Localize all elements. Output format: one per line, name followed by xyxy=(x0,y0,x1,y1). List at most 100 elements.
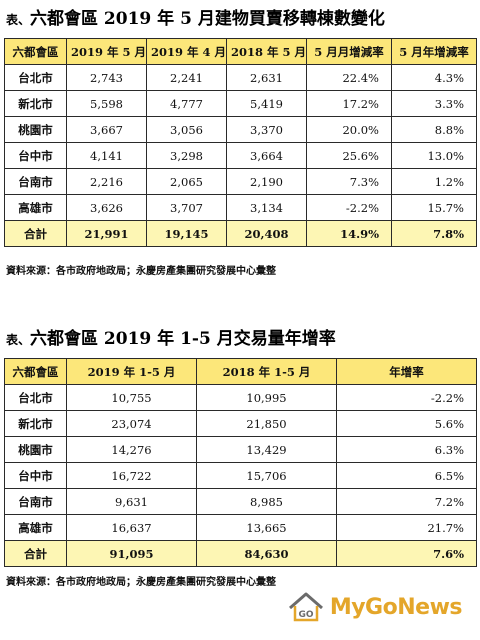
value-cell: 10,755 xyxy=(66,384,197,411)
value-cell: 15,706 xyxy=(196,462,337,489)
value-cell: 3,664 xyxy=(226,142,307,169)
rate-cell: 3.3% xyxy=(391,90,477,117)
monthly-transfer-table: 六都會區 2019 年 5 月 2019 年 4 月 2018 年 5 月 5 … xyxy=(4,38,477,247)
rate-cell: 7.2% xyxy=(336,488,477,515)
rate-cell: 13.0% xyxy=(391,142,477,169)
rate-cell: 1.2% xyxy=(391,168,477,195)
region-cell: 台中市 xyxy=(4,142,67,169)
rate-cell: -2.2% xyxy=(336,384,477,411)
ytd-volume-table: 六都會區 2019 年 1-5 月 2018 年 1-5 月 年增率 台北市 1… xyxy=(4,358,477,567)
rate-cell: 17.2% xyxy=(306,90,392,117)
rate-cell: -2.2% xyxy=(306,194,392,221)
rate-cell: 5.6% xyxy=(336,410,477,437)
total-row: 合計 91,095 84,630 7.6% xyxy=(4,540,477,567)
table-row: 台北市 2,743 2,241 2,631 22.4% 4.3% xyxy=(4,64,477,91)
rate-cell: 6.5% xyxy=(336,462,477,489)
value-cell: 5,598 xyxy=(66,90,147,117)
total-label-cell: 合計 xyxy=(4,220,67,247)
table2-title-prefix: 表、 xyxy=(6,333,31,347)
value-cell: 3,667 xyxy=(66,116,147,143)
total-value-cell: 20,408 xyxy=(226,220,307,247)
header-cell: 六都會區 xyxy=(4,358,67,385)
header-cell: 2018 年 5 月 xyxy=(226,38,307,65)
total-label-cell: 合計 xyxy=(4,540,67,567)
total-value-cell: 91,095 xyxy=(66,540,197,567)
header-cell: 2019 年 4 月 xyxy=(146,38,227,65)
value-cell: 2,631 xyxy=(226,64,307,91)
total-value-cell: 21,991 xyxy=(66,220,147,247)
region-cell: 台南市 xyxy=(4,488,67,515)
rate-cell: 22.4% xyxy=(306,64,392,91)
value-cell: 3,370 xyxy=(226,116,307,143)
total-value-cell: 19,145 xyxy=(146,220,227,247)
table1-title-prefix: 表、 xyxy=(6,13,31,27)
region-cell: 桃園市 xyxy=(4,436,67,463)
table2-title-text: 六都會區 2019 年 1-5 月交易量年增率 xyxy=(30,329,336,349)
value-cell: 16,637 xyxy=(66,514,197,541)
value-cell: 21,850 xyxy=(196,410,337,437)
table-row: 台北市 10,755 10,995 -2.2% xyxy=(4,384,477,411)
region-cell: 台北市 xyxy=(4,384,67,411)
value-cell: 3,626 xyxy=(66,194,147,221)
table-row: 台南市 2,216 2,065 2,190 7.3% 1.2% xyxy=(4,168,477,195)
mygonews-logo: GO MyGoNews xyxy=(286,590,463,624)
value-cell: 8,985 xyxy=(196,488,337,515)
rate-cell: 4.3% xyxy=(391,64,477,91)
total-rate-cell: 14.9% xyxy=(306,220,392,247)
logo-mark-label: GO xyxy=(298,610,313,620)
value-cell: 16,722 xyxy=(66,462,197,489)
table-row: 新北市 5,598 4,777 5,419 17.2% 3.3% xyxy=(4,90,477,117)
value-cell: 2,241 xyxy=(146,64,227,91)
rate-cell: 6.3% xyxy=(336,436,477,463)
region-cell: 台南市 xyxy=(4,168,67,195)
table-row: 高雄市 16,637 13,665 21.7% xyxy=(4,514,477,541)
value-cell: 2,743 xyxy=(66,64,147,91)
rate-cell: 21.7% xyxy=(336,514,477,541)
value-cell: 13,429 xyxy=(196,436,337,463)
header-cell: 5 月年增減率 xyxy=(391,38,477,65)
header-cell: 5 月月增減率 xyxy=(306,38,392,65)
table-row: 新北市 23,074 21,850 5.6% xyxy=(4,410,477,437)
table2-source-note: 資料來源：各市政府地政局；永慶房產集團研究發展中心彙整 xyxy=(6,577,276,588)
logo-text: MyGoNews xyxy=(329,594,463,620)
house-logo-icon: GO xyxy=(288,592,323,622)
table-row: 台中市 16,722 15,706 6.5% xyxy=(4,462,477,489)
value-cell: 2,065 xyxy=(146,168,227,195)
table-row: 高雄市 3,626 3,707 3,134 -2.2% 15.7% xyxy=(4,194,477,221)
value-cell: 23,074 xyxy=(66,410,197,437)
region-cell: 新北市 xyxy=(4,90,67,117)
header-cell: 2019 年 1-5 月 xyxy=(66,358,197,385)
rate-cell: 7.3% xyxy=(306,168,392,195)
value-cell: 3,707 xyxy=(146,194,227,221)
rate-cell: 20.0% xyxy=(306,116,392,143)
header-cell: 2018 年 1-5 月 xyxy=(196,358,337,385)
value-cell: 14,276 xyxy=(66,436,197,463)
value-cell: 13,665 xyxy=(196,514,337,541)
table-row: 台中市 4,141 3,298 3,664 25.6% 13.0% xyxy=(4,142,477,169)
header-cell: 年增率 xyxy=(336,358,477,385)
table-row: 桃園市 14,276 13,429 6.3% xyxy=(4,436,477,463)
table-header-row: 六都會區 2019 年 5 月 2019 年 4 月 2018 年 5 月 5 … xyxy=(4,38,477,65)
region-cell: 高雄市 xyxy=(4,514,67,541)
table1-title: 表、六都會區 2019 年 5 月建物買賣移轉棟數變化 xyxy=(6,4,385,29)
table-row: 桃園市 3,667 3,056 3,370 20.0% 8.8% xyxy=(4,116,477,143)
total-row: 合計 21,991 19,145 20,408 14.9% 7.8% xyxy=(4,220,477,247)
region-cell: 桃園市 xyxy=(4,116,67,143)
value-cell: 2,216 xyxy=(66,168,147,195)
table2-title: 表、六都會區 2019 年 1-5 月交易量年增率 xyxy=(6,324,336,349)
header-cell: 六都會區 xyxy=(4,38,67,65)
total-rate-cell: 7.8% xyxy=(391,220,477,247)
rate-cell: 25.6% xyxy=(306,142,392,169)
value-cell: 9,631 xyxy=(66,488,197,515)
table1-title-text: 六都會區 2019 年 5 月建物買賣移轉棟數變化 xyxy=(30,9,385,29)
rate-cell: 8.8% xyxy=(391,116,477,143)
value-cell: 4,777 xyxy=(146,90,227,117)
table-header-row: 六都會區 2019 年 1-5 月 2018 年 1-5 月 年增率 xyxy=(4,358,477,385)
header-cell: 2019 年 5 月 xyxy=(66,38,147,65)
value-cell: 3,134 xyxy=(226,194,307,221)
value-cell: 10,995 xyxy=(196,384,337,411)
table-row: 台南市 9,631 8,985 7.2% xyxy=(4,488,477,515)
value-cell: 3,298 xyxy=(146,142,227,169)
total-rate-cell: 7.6% xyxy=(336,540,477,567)
region-cell: 高雄市 xyxy=(4,194,67,221)
